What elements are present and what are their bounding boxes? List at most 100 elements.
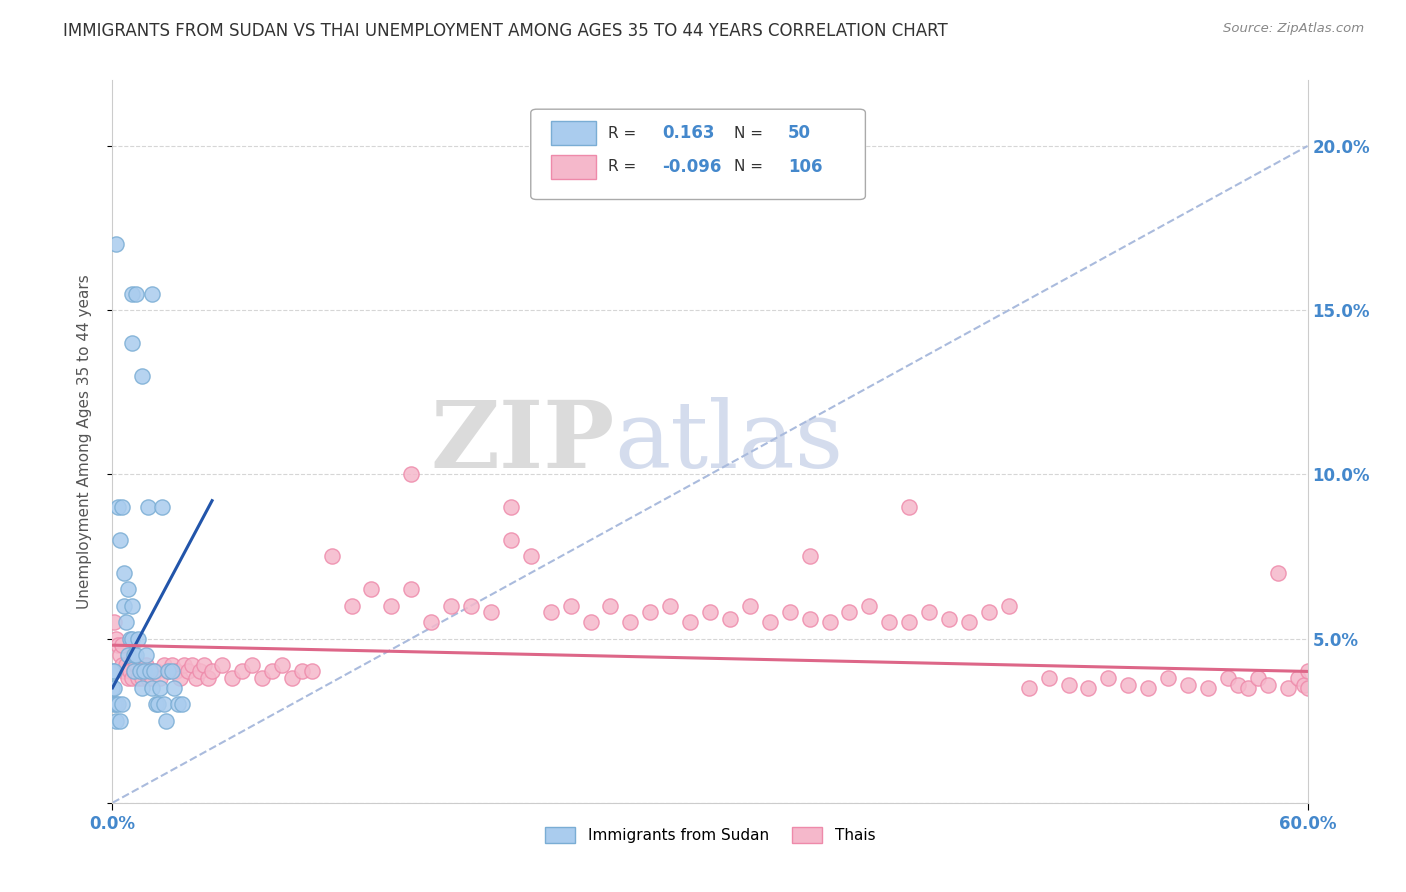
Text: N =: N = — [734, 160, 763, 175]
Point — [103, 665, 125, 679]
Point — [127, 632, 149, 646]
Point — [1277, 681, 1299, 695]
Point — [173, 657, 195, 672]
Point — [111, 698, 134, 712]
Point — [145, 698, 167, 712]
Point — [1118, 677, 1140, 691]
Point — [1237, 681, 1260, 695]
Point — [1216, 671, 1239, 685]
Point — [103, 698, 125, 712]
Point — [1157, 671, 1180, 685]
Text: R =: R = — [609, 126, 637, 141]
Point — [157, 665, 180, 679]
Point — [1018, 681, 1040, 695]
Point — [165, 665, 187, 679]
Point — [799, 612, 821, 626]
Point — [1267, 566, 1289, 580]
Point — [111, 500, 134, 515]
Legend: Immigrants from Sudan, Thais: Immigrants from Sudan, Thais — [538, 822, 882, 849]
Point — [148, 698, 170, 712]
Point — [360, 582, 382, 597]
FancyBboxPatch shape — [531, 109, 866, 200]
Point — [499, 533, 522, 547]
Text: IMMIGRANTS FROM SUDAN VS THAI UNEMPLOYMENT AMONG AGES 35 TO 44 YEARS CORRELATION: IMMIGRANTS FROM SUDAN VS THAI UNEMPLOYME… — [63, 22, 948, 40]
Point — [110, 533, 132, 547]
Point — [101, 681, 124, 695]
Point — [162, 665, 183, 679]
Point — [738, 599, 761, 613]
Point — [141, 286, 163, 301]
Point — [977, 605, 1000, 619]
Point — [135, 648, 157, 662]
Point — [879, 615, 901, 630]
Point — [131, 368, 153, 383]
Point — [129, 665, 152, 679]
Point — [281, 671, 304, 685]
Point — [838, 605, 860, 619]
Point — [520, 549, 543, 564]
Point — [1247, 671, 1270, 685]
Point — [250, 671, 273, 685]
Point — [321, 549, 343, 564]
Point — [124, 665, 146, 679]
Text: Source: ZipAtlas.com: Source: ZipAtlas.com — [1223, 22, 1364, 36]
Point — [540, 605, 562, 619]
Point — [121, 599, 143, 613]
Point — [718, 612, 741, 626]
Point — [499, 500, 522, 515]
Point — [1226, 677, 1249, 691]
Point — [957, 615, 980, 630]
Point — [153, 698, 176, 712]
Point — [139, 665, 162, 679]
Point — [163, 681, 186, 695]
Point — [1077, 681, 1099, 695]
Point — [124, 665, 146, 679]
Point — [659, 599, 682, 613]
Point — [115, 657, 138, 672]
Text: atlas: atlas — [614, 397, 844, 486]
Point — [149, 681, 172, 695]
Point — [117, 648, 139, 662]
Point — [172, 698, 194, 712]
Point — [1197, 681, 1219, 695]
Point — [818, 615, 841, 630]
Point — [231, 665, 253, 679]
Point — [139, 665, 162, 679]
Point — [121, 286, 143, 301]
Point — [134, 665, 156, 679]
Point — [138, 671, 160, 685]
Point — [105, 237, 128, 252]
Point — [599, 599, 621, 613]
Text: ZIP: ZIP — [430, 397, 614, 486]
Point — [197, 671, 219, 685]
Point — [141, 681, 163, 695]
Point — [898, 500, 921, 515]
Point — [1257, 677, 1279, 691]
Point — [162, 657, 183, 672]
Point — [211, 657, 233, 672]
Point — [301, 665, 323, 679]
Point — [420, 615, 443, 630]
Point — [120, 632, 142, 646]
Point — [157, 665, 180, 679]
Point — [131, 671, 153, 685]
Point — [460, 599, 482, 613]
Point — [103, 615, 125, 630]
Text: -0.096: -0.096 — [662, 158, 721, 176]
Point — [779, 605, 801, 619]
Text: N =: N = — [734, 126, 763, 141]
Point — [380, 599, 402, 613]
Point — [107, 698, 129, 712]
Point — [260, 665, 283, 679]
Point — [127, 671, 149, 685]
Point — [149, 671, 172, 685]
Point — [107, 500, 129, 515]
Point — [759, 615, 782, 630]
Point — [143, 665, 166, 679]
Point — [918, 605, 941, 619]
Point — [401, 582, 423, 597]
Point — [177, 665, 200, 679]
Point — [270, 657, 292, 672]
Point — [145, 665, 167, 679]
Text: 0.163: 0.163 — [662, 124, 714, 142]
